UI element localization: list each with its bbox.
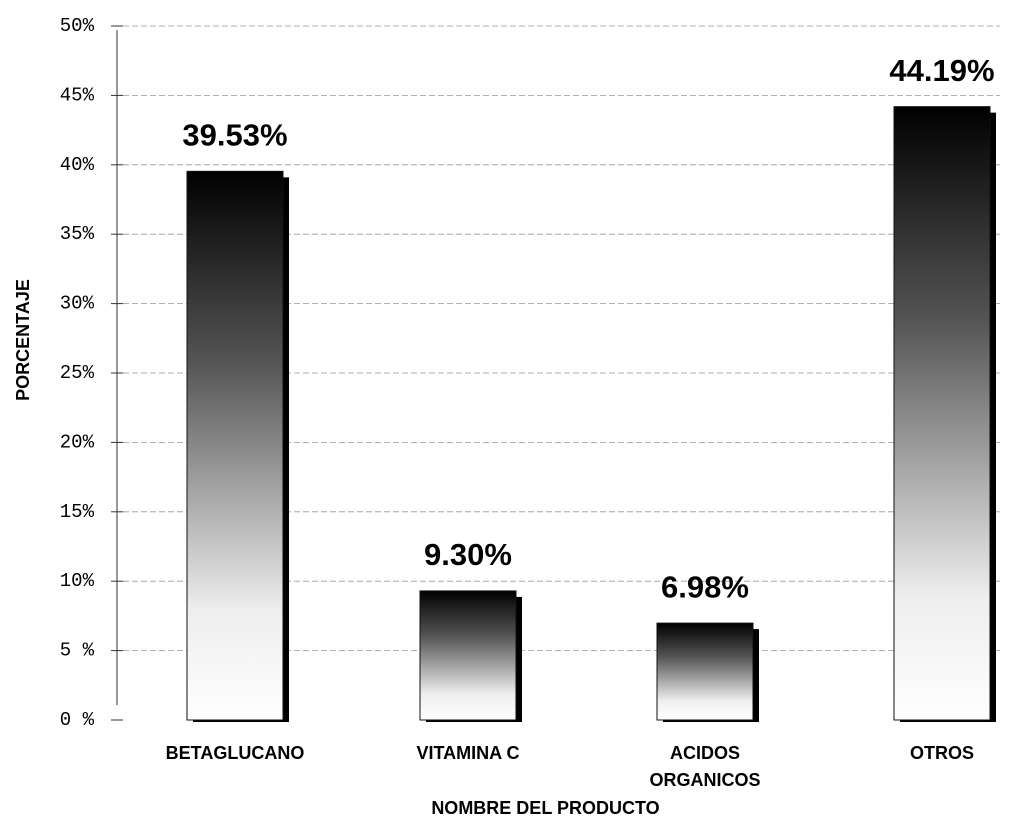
y-tick-label: 40%	[60, 154, 95, 176]
x-tick-label: ACIDOS ORGANICOS	[649, 743, 761, 790]
y-tick-label: 50%	[60, 15, 95, 37]
value-label: 44.19%	[889, 53, 994, 88]
bar	[893, 106, 991, 721]
y-tick-label: 15%	[60, 501, 95, 523]
x-axis-label: NOMBRE DEL PRODUCTO	[431, 798, 660, 818]
x-tick-label: VITAMINA C	[416, 743, 520, 763]
bar	[419, 590, 517, 721]
y-tick-label: 45%	[60, 84, 95, 106]
y-tick-label: 30%	[60, 293, 95, 315]
y-tick-label: 20%	[60, 431, 95, 453]
y-tick-label: 10%	[60, 570, 95, 592]
y-tick-label: 35%	[60, 223, 95, 245]
y-tick-label: 5 %	[60, 640, 95, 662]
value-label: 39.53%	[182, 118, 287, 153]
x-tick-label: BETAGLUCANO	[165, 743, 305, 763]
y-tick-label: 25%	[60, 362, 95, 384]
value-label: 9.30%	[424, 537, 512, 572]
bar	[656, 622, 754, 721]
value-label: 6.98%	[661, 569, 749, 604]
y-tick-label: 0 %	[60, 709, 95, 731]
bar	[186, 170, 284, 721]
x-tick-label: OTROS	[909, 743, 974, 763]
y-axis-label: PORCENTAJE	[13, 279, 33, 401]
